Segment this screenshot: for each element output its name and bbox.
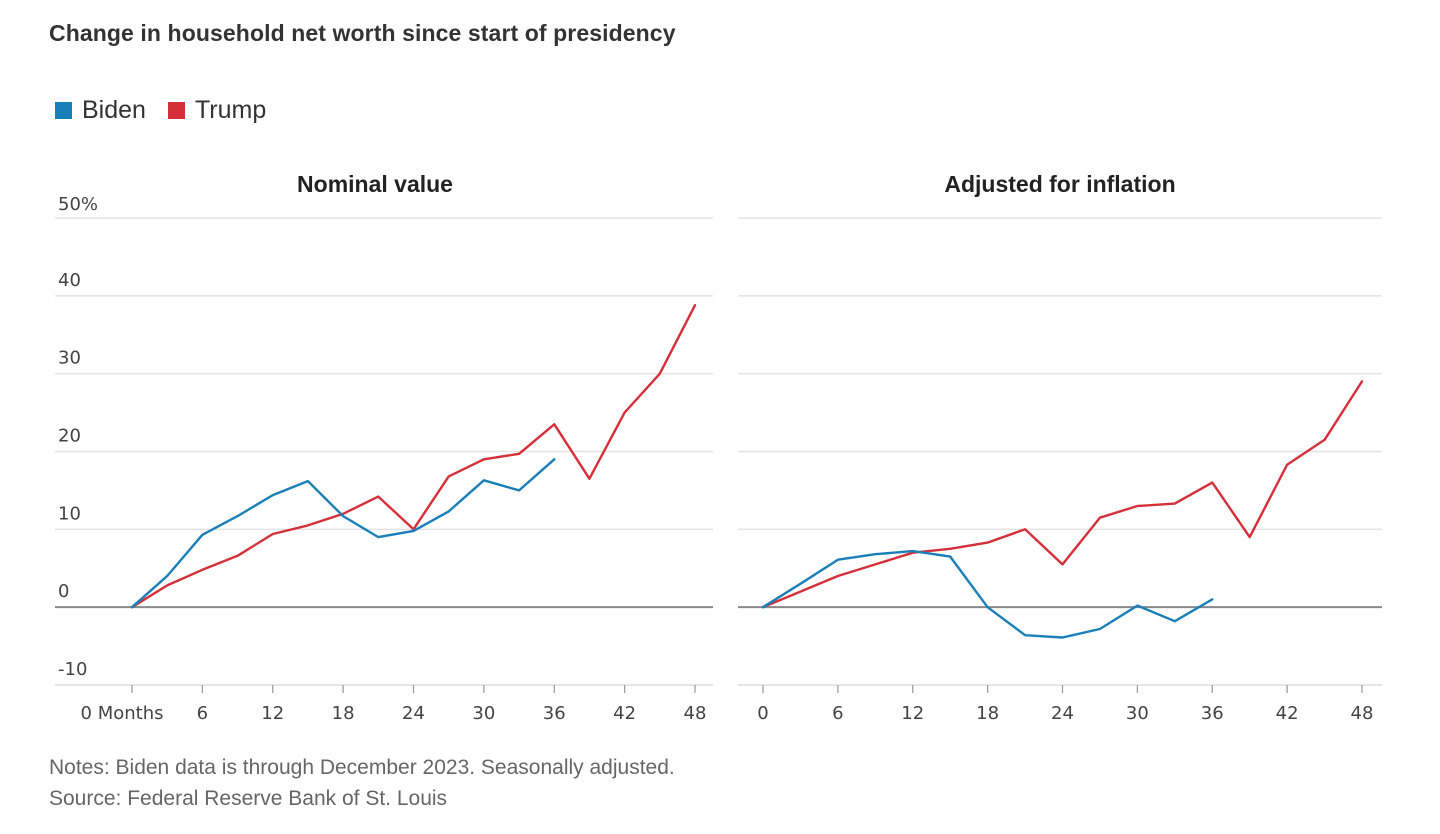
legend-swatch-biden [55, 102, 72, 119]
x-tick-label: 30 [1126, 703, 1149, 724]
chart-area: Nominal value 50% 40 30 20 10 0 -10 0 Months 6 12 1… [55, 171, 1382, 724]
x-tick-label: 42 [1276, 703, 1299, 724]
x-tick-label: 48 [1351, 703, 1374, 724]
y-tick-label: -10 [58, 659, 87, 680]
series-line-trump [130, 304, 697, 609]
chart-title: Change in household net worth since star… [49, 20, 676, 46]
x-tick-label: 18 [976, 703, 999, 724]
legend: Biden Trump [55, 96, 288, 125]
series-line-trump [761, 380, 1364, 609]
x-tick-label: 36 [543, 703, 566, 724]
legend-item-biden: Biden [55, 96, 146, 125]
x-tick-label: 18 [332, 703, 355, 724]
y-tick-label: 0 [58, 581, 69, 602]
series-line-biden [130, 458, 556, 609]
x-tick-label: 30 [472, 703, 495, 724]
x-tick-label: 12 [261, 703, 284, 724]
y-tick-label: 40 [58, 270, 81, 291]
legend-swatch-trump [167, 102, 185, 119]
series-line-biden [761, 549, 1214, 639]
panel-title-1: Adjusted for inflation [944, 171, 1175, 197]
x-tick-label: 6 [197, 703, 208, 724]
y-tick-label: 50% [58, 194, 98, 215]
panel-title-0: Nominal value [297, 171, 453, 197]
x-tick-label: 24 [402, 703, 425, 724]
notes-text: Notes: Biden data is through December 20… [49, 756, 675, 779]
x-tick-label: 24 [1051, 703, 1074, 724]
x-tick-label: 0 [757, 703, 768, 724]
legend-item-trump: Trump [167, 96, 267, 125]
y-tick-label: 20 [58, 426, 81, 447]
x-tick-label: 42 [613, 703, 636, 724]
x-tick-label: 36 [1201, 703, 1224, 724]
x-tick-label: 48 [684, 703, 707, 724]
y-tick-label: 30 [58, 348, 81, 369]
x-tick-label: 12 [901, 703, 924, 724]
y-tick-label: 10 [58, 503, 81, 524]
legend-label-trump: Trump [194, 96, 267, 124]
legend-label-biden: Biden [82, 96, 146, 124]
notes: Notes: Biden data is through December 20… [49, 752, 675, 814]
source-text: Source: Federal Reserve Bank of St. Loui… [49, 787, 448, 810]
x-tick-label: 0 Months [81, 703, 164, 724]
x-tick-label: 6 [832, 703, 843, 724]
